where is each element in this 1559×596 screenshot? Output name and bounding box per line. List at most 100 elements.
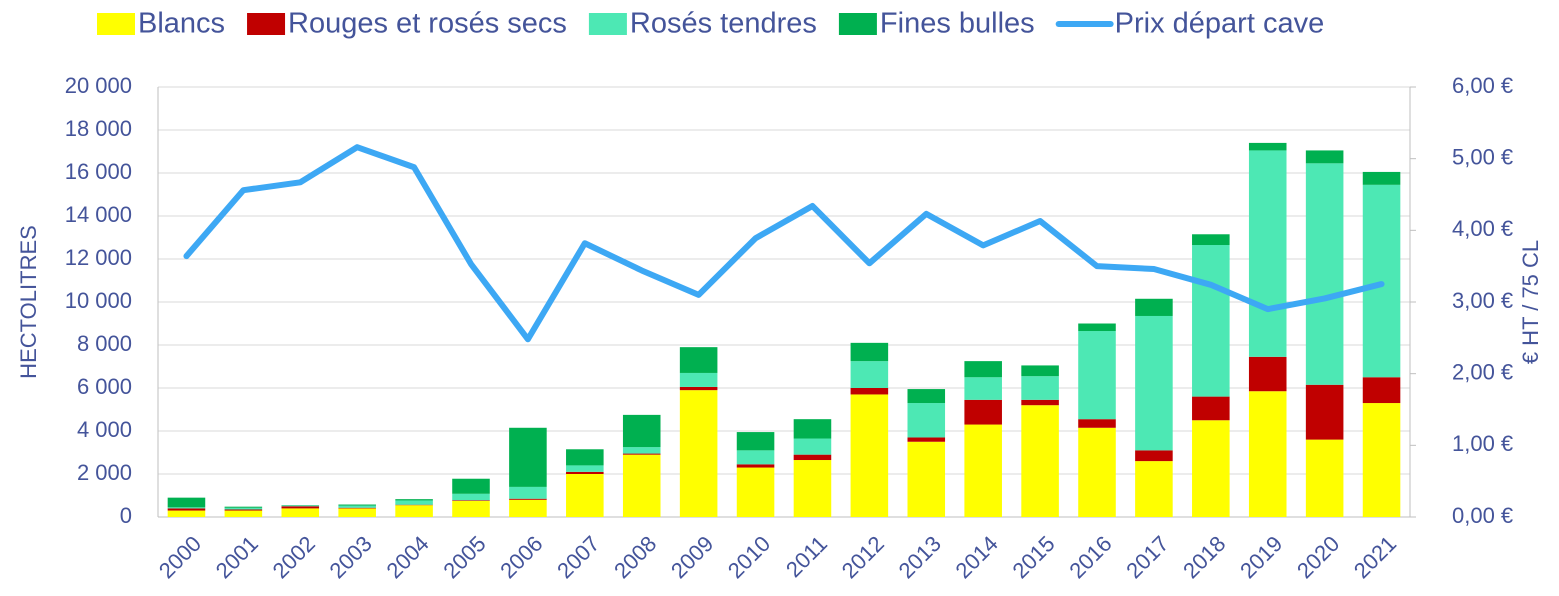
bar-segment [850,394,889,517]
bar-segment [1078,427,1116,517]
x-tick-label: 2010 [723,531,775,583]
legend-swatch [838,13,877,35]
y2-axis-label: € HT / 75 CL [1518,240,1543,364]
x-tick-label: 2017 [1121,531,1173,583]
bar-segment [1362,403,1401,517]
x-tick-label: 2003 [325,531,377,583]
bar-segment [1192,234,1230,246]
bar-segment [850,361,889,388]
bar-segment [1305,163,1344,385]
bar-segment [1192,420,1230,517]
bar-segment [224,509,263,511]
legend-label: Blancs [138,8,225,40]
bar-segment [509,486,547,499]
bar-segment [1248,391,1287,517]
bar-segment [1021,376,1059,400]
bar-segment [224,510,263,517]
bar-segment [622,453,661,455]
bar-segment [793,419,832,439]
bar-segment [793,460,832,517]
y-tick-label: 18 000 [65,116,132,141]
legend-swatch [588,13,627,35]
x-tick-label: 2021 [1349,531,1401,583]
bar-segment [1021,365,1059,377]
x-tick-label: 2006 [495,531,547,583]
y-axis-label: HECTOLITRES [16,225,41,379]
legend-label: Rosés tendres [630,8,817,40]
bar-segment [281,508,320,517]
bar-segment [736,432,775,451]
bar-segment [1078,331,1116,420]
y2-tick-label: 0,00 € [1452,503,1513,528]
bar-segment [1248,356,1287,392]
bar-segment [850,388,889,395]
y-tick-label: 4 000 [77,417,132,442]
bar-segment [907,441,946,517]
bar-segment [338,507,376,509]
bar-segment [452,478,490,494]
bar-segment [1078,323,1116,332]
bar-segment [167,508,206,511]
bar-segment [736,464,775,468]
y-tick-label: 16 000 [65,159,132,184]
bar-segment [167,507,206,509]
bar-segment [964,361,1002,378]
bar-segment [1362,171,1401,185]
legend-label: Rouges et rosés secs [288,8,567,40]
x-tick-label: 2009 [666,531,718,583]
bar-segment [1135,298,1173,316]
bar-segment [679,347,718,373]
bar-segment [395,505,433,517]
bar-segment [850,342,889,362]
bar-segment [622,414,661,448]
y-tick-label: 2 000 [77,460,132,485]
bar-segment [907,389,946,404]
y2-tick-label: 2,00 € [1452,359,1513,384]
y2-tick-label: 4,00 € [1452,216,1513,241]
bar-segment [1305,384,1344,440]
y-tick-label: 20 000 [65,73,132,98]
bar-segment [509,498,547,500]
bar-segment [1192,245,1230,397]
x-tick-label: 2000 [154,531,206,583]
bar-segment [452,500,490,517]
bar-segment [1248,142,1287,151]
bar-segment [167,497,206,508]
y2-tick-label: 5,00 € [1452,144,1513,169]
x-tick-label: 2018 [1178,531,1230,583]
x-tick-label: 2016 [1064,531,1116,583]
bar-segment [509,427,547,487]
bar-segment [736,450,775,465]
bar-segment [281,506,320,509]
bar-segment [1305,439,1344,517]
legend-label: Fines bulles [880,8,1035,40]
y-tick-label: 0 [120,503,132,528]
x-tick-label: 2015 [1007,531,1059,583]
x-tick-label: 2005 [438,531,490,583]
bar-segment [964,424,1002,517]
bar-segment [566,474,604,517]
bar-segment [509,499,547,517]
bar-segment [622,447,661,454]
x-tick-label: 2002 [268,531,320,583]
price-line [183,144,1385,343]
bar-segment [224,507,263,510]
bar-segment [1021,399,1059,406]
bar-segment [395,500,433,505]
bar-segment [907,437,946,442]
x-tick-label: 2011 [781,531,832,582]
y-tick-label: 10 000 [65,288,132,313]
bar-segment [1362,184,1401,378]
y2-tick-label: 1,00 € [1452,431,1513,456]
legend-swatch [247,13,286,35]
bar-segment [452,500,490,501]
x-tick-label: 2007 [552,531,604,583]
bar-segment [907,403,946,438]
bar-segment [964,399,1002,425]
bar-segment [679,372,718,387]
bar-segment [679,386,718,391]
bar-segment [622,454,661,517]
bar-segment [793,454,832,461]
x-tick-label: 2019 [1235,531,1287,583]
